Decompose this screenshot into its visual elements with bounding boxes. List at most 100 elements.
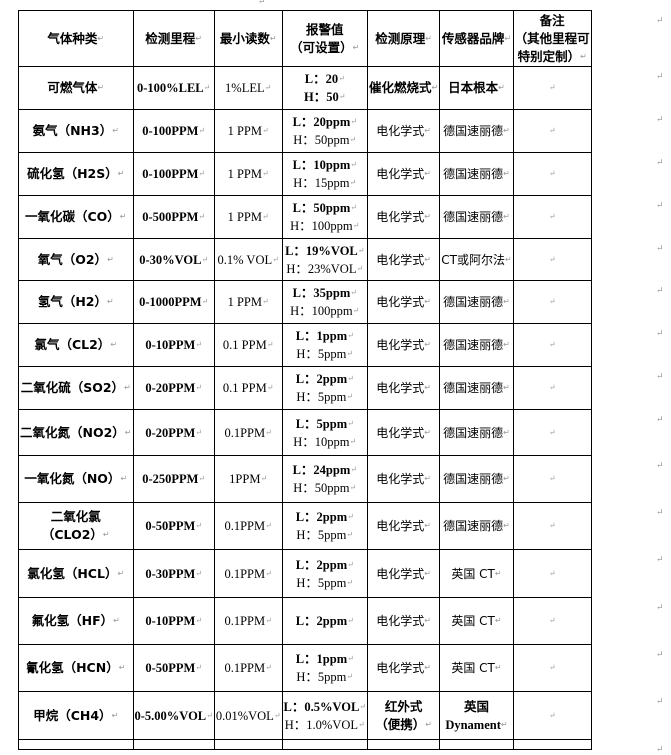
row-end-mark: ↵ [656, 14, 664, 25]
brand-cell: 德国速丽德 [439, 323, 514, 367]
table-row: 氯化氢（HCL） 0-30PPM 0.1PPM L：2ppmH：5ppm电化学式英国 … [18, 549, 592, 598]
row-end-mark: ↵ [656, 113, 664, 124]
range-cell: 0-50PPM [132, 644, 215, 692]
gas-name: 二氧化硫（SO2） [20, 379, 132, 397]
alarm-cell: L：5ppmH：10ppm [281, 409, 369, 456]
remarks-cell [512, 502, 592, 550]
alarm-high: H：5ppm [284, 388, 367, 406]
table-row: 一氧化氮（NO） 0-250PPM 1PPM L：24ppmH：50ppm电化学式德国… [18, 455, 592, 503]
range-value: 0-500PPM [142, 210, 205, 224]
header-line: 备注 [539, 12, 565, 28]
min-reading-value: 0.1PPM [224, 614, 271, 628]
alarm-cell: L：35ppmH：100ppm [281, 280, 369, 324]
brand-cell: 英国 CT [439, 644, 514, 692]
brand-text: 德国速丽德 [441, 122, 511, 140]
range-value: 0-100%LEL [137, 81, 210, 95]
range-value: 0-10PPM [145, 614, 202, 628]
alarm-low: L：20 [284, 70, 367, 88]
remarks-cell [512, 409, 592, 456]
table-row: 一氧化碳（CO） 0-500PPM 1 PPM L：50ppmH：100ppm电化学式… [18, 195, 592, 239]
gas-type-cell: 氯化氢（HCL） [18, 549, 134, 598]
empty-paragraph-mark [549, 472, 556, 486]
principle-cell: 电化学式 [367, 366, 441, 410]
principle-cell: 电化学式 [367, 549, 441, 598]
principle-cell: 电化学式 [367, 597, 441, 645]
range-value: 0-10PPM [145, 338, 202, 352]
min-reading-value: 0.1PPM [224, 661, 271, 675]
range-cell: 0-5.00%VOL [132, 691, 215, 740]
principle-cell: 催化燃烧式 [367, 66, 441, 110]
brand-cell: 德国速丽德 [439, 455, 514, 503]
alarm-high: H：50ppm [284, 479, 367, 497]
min-reading-value: 1%LEL [225, 81, 271, 95]
brand-text: 德国速丽德 [441, 517, 511, 535]
range-cell: 0-10PPM [132, 323, 215, 367]
min-reading-cell: 0.01%VOL [213, 691, 283, 740]
range-cell: 0-30%VOL [132, 238, 215, 281]
row-end-mark: ↵ [656, 284, 664, 295]
remarks-cell [512, 366, 592, 410]
table-row: 二氧化硫（SO2） 0-20PPM 0.1 PPM L：2ppmH：5ppm电化学式德… [18, 366, 592, 410]
min-reading-cell: 0.1 PPM [213, 323, 283, 367]
alarm-cell: L：1ppmH：5ppm [281, 644, 369, 692]
alarm-cell: L：24ppmH：50ppm [281, 455, 369, 503]
principle-cell: 电化学式 [367, 409, 441, 456]
principle-text: 电化学式 [369, 165, 438, 183]
gas-type-cell: 硫化氢（H2S） [18, 152, 134, 196]
principle-text: 电化学式 [369, 517, 438, 535]
alarm-cell: L：1ppmH：5ppm [281, 323, 369, 367]
gas-type-cell: 一氧化碳（CO） [18, 195, 134, 239]
principle-cell: 电化学式 [367, 195, 441, 239]
alarm-high: H：10ppm [284, 433, 367, 451]
brand-text: 英国 CT [441, 565, 511, 583]
header-alarm-value: 报警值 （可设置） [281, 10, 369, 67]
table-row-partial [18, 739, 592, 750]
brand-cell: 德国速丽德 [439, 409, 514, 456]
gas-name: 一氧化氮（NO） [20, 470, 132, 488]
range-cell: 0-100PPM [132, 152, 215, 196]
table-row: 氧气（O2）0-30%VOL0.1% VOLL：19%VOLH：23%VOL电化… [18, 238, 592, 281]
gas-type-cell: 氧气（O2） [18, 238, 134, 281]
alarm-high: H：5ppm [284, 574, 367, 592]
gas-name: 氰化氢（HCN） [20, 659, 132, 677]
row-end-mark: ↵ [656, 743, 664, 754]
range-value: 0-20PPM [145, 426, 202, 440]
gas-name: （CLO2） [20, 526, 132, 544]
range-cell: 0-20PPM [132, 409, 215, 456]
principle-cell: 电化学式 [367, 644, 441, 692]
remarks-cell [512, 109, 592, 153]
alarm-low: L：5ppm [284, 415, 367, 433]
brand-cell: 德国速丽德 [439, 109, 514, 153]
principle-text: （便携） [369, 716, 438, 734]
empty-paragraph-mark [549, 124, 556, 138]
gas-type-cell: 氰化氢（HCN） [18, 644, 134, 692]
range-cell: 0-250PPM [132, 455, 215, 503]
principle-text: 催化燃烧式 [369, 79, 438, 97]
min-reading-value: 0.01%VOL [216, 709, 281, 723]
range-value: 0-50PPM [145, 519, 202, 533]
alarm-cell: L：20H：50 [281, 66, 369, 110]
brand-text: 德国速丽德 [441, 379, 511, 397]
alarm-low: L：50ppm [284, 199, 367, 217]
row-end-mark: ↵ [656, 242, 664, 253]
principle-text: 电化学式 [369, 208, 438, 226]
brand-cell: 英国 Dynament [439, 691, 514, 740]
brand-cell: 德国速丽德 [439, 280, 514, 324]
row-end-mark: ↵ [656, 459, 664, 470]
table-row: 二氧化氮（NO2） 0-20PPM 0.1PPM L：5ppmH：10ppm电化学式德… [18, 409, 592, 456]
row-end-mark: ↵ [656, 648, 664, 659]
principle-text: 电化学式 [369, 470, 438, 488]
remarks-cell [512, 644, 592, 692]
brand-text: 英国 [463, 698, 489, 714]
empty-paragraph-mark [549, 567, 556, 581]
brand-text: Dynament [441, 716, 511, 734]
principle-text: 电化学式 [369, 424, 438, 442]
principle-cell: 电化学式 [367, 502, 441, 550]
range-cell: 0-20PPM [132, 366, 215, 410]
table-row: 氢气（H2） 0-1000PPM 1 PPM L：35ppmH：100ppm电化学式德… [18, 280, 592, 324]
range-cell: 0-1000PPM [132, 280, 215, 324]
principle-cell: 电化学式 [367, 280, 441, 324]
range-value: 0-50PPM [145, 661, 202, 675]
alarm-low: L：2ppm [284, 508, 367, 526]
alarm-high: H：5ppm [284, 526, 367, 544]
